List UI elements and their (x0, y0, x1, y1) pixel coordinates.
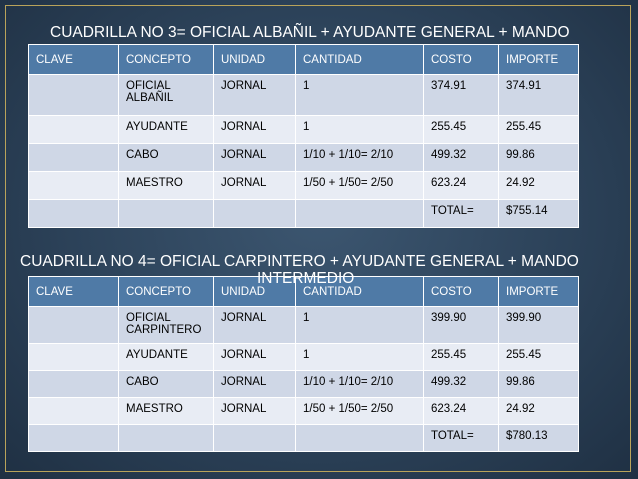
cell-cantidad (295, 424, 424, 452)
cell-importe: 24.92 (498, 397, 579, 425)
total-label: TOTAL= (423, 199, 499, 228)
cell-unidad: JORNAL (213, 397, 296, 425)
cell-concepto: MAESTRO (118, 397, 214, 425)
slide-frame (5, 5, 631, 472)
header-importe: IMPORTE (498, 44, 579, 75)
header-unidad: UNIDAD (213, 44, 296, 75)
cell-unidad: JORNAL (213, 143, 296, 172)
cell-unidad: JORNAL (213, 343, 296, 371)
header-costo: COSTO (423, 44, 499, 75)
cell-importe: 255.45 (498, 115, 579, 144)
table-row: CABO JORNAL 1/10 + 1/10= 2/10 499.32 99.… (28, 370, 579, 398)
cell-cantidad: 1/50 + 1/50= 2/50 (295, 397, 424, 425)
header-clave: CLAVE (28, 276, 119, 307)
cell-importe: 255.45 (498, 343, 579, 371)
cell-concepto: AYUDANTE (118, 343, 214, 371)
cell-unidad: JORNAL (213, 115, 296, 144)
cell-costo: 255.45 (423, 343, 499, 371)
cell-cantidad: 1 (295, 115, 424, 144)
cell-clave (28, 424, 119, 452)
table-header-row: CLAVE CONCEPTO UNIDAD CANTIDAD COSTO IMP… (28, 276, 579, 307)
cell-clave (28, 143, 119, 172)
section-1-title: CUADRILLA NO 3= OFICIAL ALBAÑIL + AYUDAN… (50, 24, 570, 41)
cell-concepto: AYUDANTE (118, 115, 214, 144)
cell-clave (28, 74, 119, 116)
total-value: $780.13 (498, 424, 579, 452)
table-row: AYUDANTE JORNAL 1 255.45 255.45 (28, 343, 579, 371)
cell-concepto: OFICIAL CARPINTERO (118, 306, 214, 344)
header-cantidad: CANTIDAD (295, 44, 424, 75)
total-label: TOTAL= (423, 424, 499, 452)
section-2-title: CUADRILLA NO 4= OFICIAL CARPINTERO + AYU… (20, 253, 579, 270)
cell-costo: 399.90 (423, 306, 499, 344)
cell-clave (28, 115, 119, 144)
total-row: TOTAL= $780.13 (28, 424, 579, 452)
header-concepto: CONCEPTO (118, 276, 214, 307)
cell-clave (28, 397, 119, 425)
cell-cantidad: 1/10 + 1/10= 2/10 (295, 143, 424, 172)
cell-importe: 399.90 (498, 306, 579, 344)
cell-importe: 374.91 (498, 74, 579, 116)
table-row: AYUDANTE JORNAL 1 255.45 255.45 (28, 115, 579, 144)
total-row: TOTAL= $755.14 (28, 199, 579, 228)
cell-cantidad: 1/50 + 1/50= 2/50 (295, 171, 424, 200)
cell-clave (28, 171, 119, 200)
cell-unidad (213, 424, 296, 452)
cell-costo: 255.45 (423, 115, 499, 144)
cell-costo: 499.32 (423, 370, 499, 398)
cuadrilla-4-table: CLAVE CONCEPTO UNIDAD CANTIDAD COSTO IMP… (28, 276, 579, 452)
cell-cantidad (295, 199, 424, 228)
cell-clave (28, 199, 119, 228)
cell-concepto (118, 199, 214, 228)
cell-costo: 623.24 (423, 171, 499, 200)
table-row: MAESTRO JORNAL 1/50 + 1/50= 2/50 623.24 … (28, 171, 579, 200)
cell-cantidad: 1 (295, 343, 424, 371)
cell-concepto: CABO (118, 370, 214, 398)
cell-clave (28, 306, 119, 344)
table-row: OFICIAL ALBAÑIL JORNAL 1 374.91 374.91 (28, 74, 579, 116)
cell-unidad (213, 199, 296, 228)
cell-costo: 499.32 (423, 143, 499, 172)
cell-concepto: OFICIAL ALBAÑIL (118, 74, 214, 116)
cell-cantidad: 1 (295, 74, 424, 116)
cell-costo: 623.24 (423, 397, 499, 425)
cell-costo: 374.91 (423, 74, 499, 116)
cell-importe: 99.86 (498, 143, 579, 172)
cell-clave (28, 343, 119, 371)
table-row: CABO JORNAL 1/10 + 1/10= 2/10 499.32 99.… (28, 143, 579, 172)
cell-clave (28, 370, 119, 398)
cell-cantidad: 1 (295, 306, 424, 344)
cuadrilla-3-table: CLAVE CONCEPTO UNIDAD CANTIDAD COSTO IMP… (28, 44, 579, 228)
cell-cantidad: 1/10 + 1/10= 2/10 (295, 370, 424, 398)
header-concepto: CONCEPTO (118, 44, 214, 75)
cell-importe: 24.92 (498, 171, 579, 200)
header-cantidad: CANTIDAD (295, 276, 424, 307)
table-header-row: CLAVE CONCEPTO UNIDAD CANTIDAD COSTO IMP… (28, 44, 579, 75)
cell-unidad: JORNAL (213, 171, 296, 200)
header-clave: CLAVE (28, 44, 119, 75)
total-value: $755.14 (498, 199, 579, 228)
table-row: MAESTRO JORNAL 1/50 + 1/50= 2/50 623.24 … (28, 397, 579, 425)
cell-unidad: JORNAL (213, 306, 296, 344)
cell-unidad: JORNAL (213, 370, 296, 398)
table-row: OFICIAL CARPINTERO JORNAL 1 399.90 399.9… (28, 306, 579, 344)
header-costo: COSTO (423, 276, 499, 307)
header-importe: IMPORTE (498, 276, 579, 307)
cell-concepto: MAESTRO (118, 171, 214, 200)
cell-concepto (118, 424, 214, 452)
section-2-title-continuation: INTERMEDIO (257, 270, 355, 287)
cell-importe: 99.86 (498, 370, 579, 398)
cell-unidad: JORNAL (213, 74, 296, 116)
cell-concepto: CABO (118, 143, 214, 172)
